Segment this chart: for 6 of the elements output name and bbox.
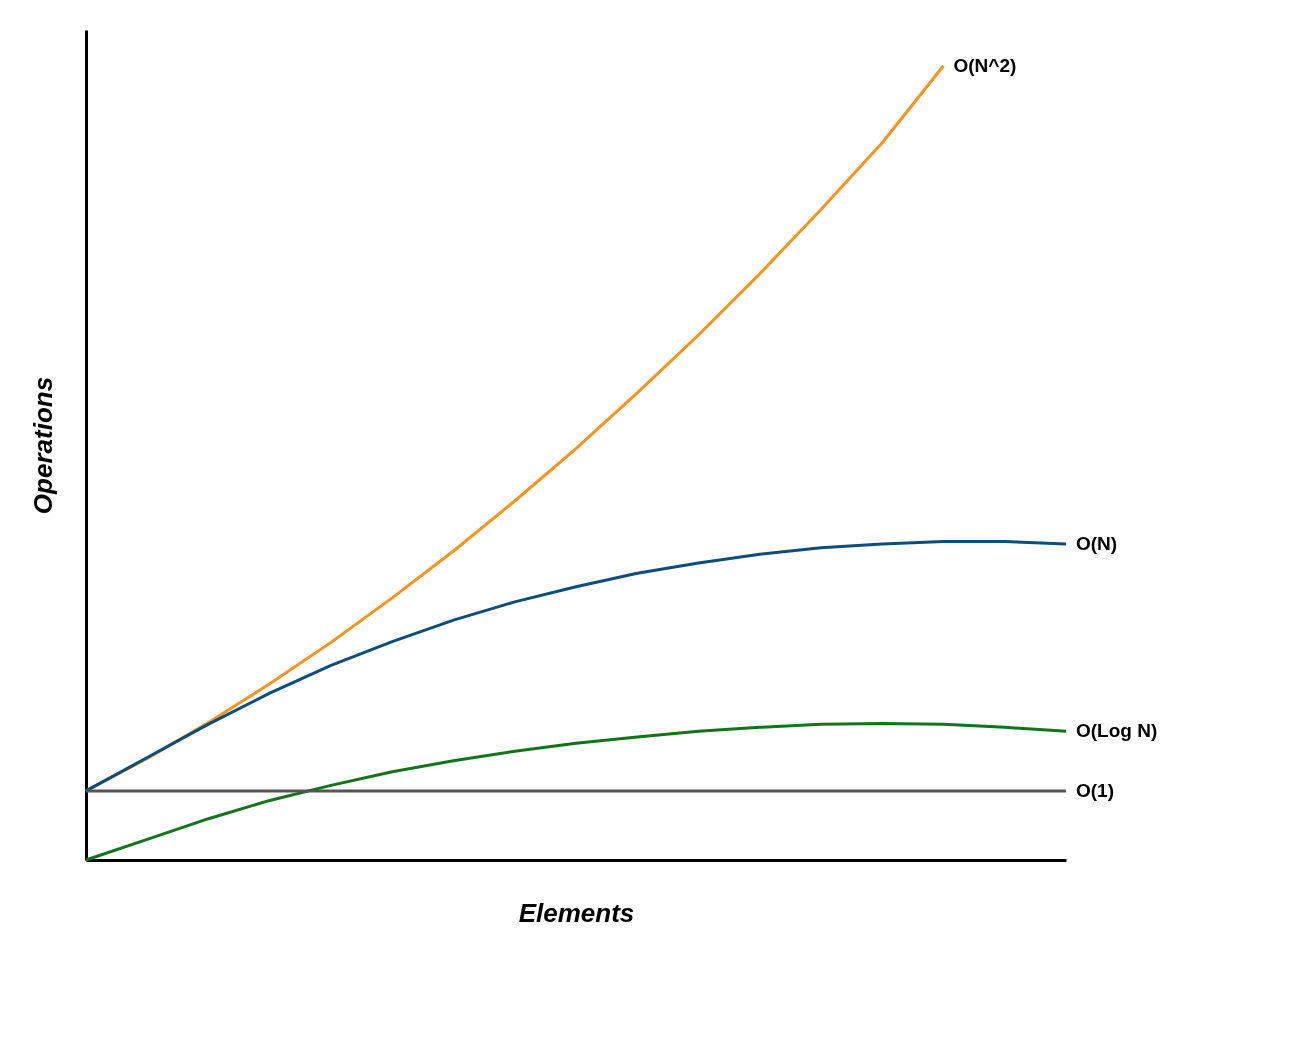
- x-axis-title: Elements: [518, 897, 635, 928]
- series-label: O(1): [1076, 779, 1114, 801]
- series-label: O(N): [1076, 532, 1118, 554]
- series-label: O(Log N): [1076, 720, 1158, 742]
- y-axis-title: Operations: [27, 376, 58, 515]
- series-label: O(N^2): [953, 54, 1017, 76]
